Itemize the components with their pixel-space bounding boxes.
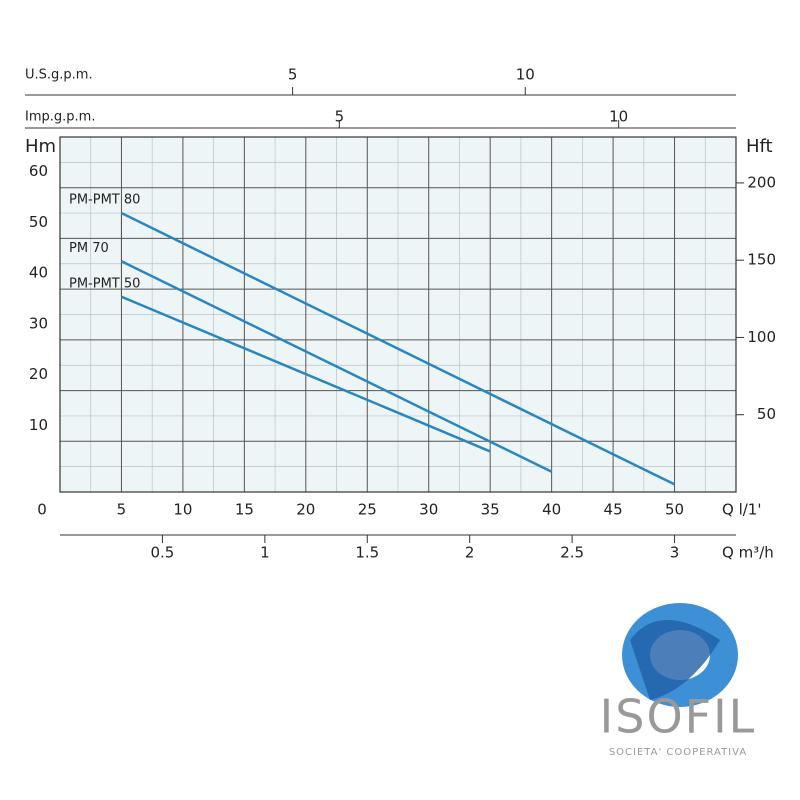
x-tick-label: 20: [296, 501, 315, 519]
extra-axis-tick-label: 5: [335, 108, 345, 126]
y-tick-label: 60: [29, 162, 48, 180]
series-label: PM 70: [69, 241, 109, 256]
y2-tick-label: 100: [747, 328, 776, 346]
extra-axis-tick-label: 0.5: [150, 544, 174, 562]
series-line: [120, 260, 553, 473]
y2-tick-label: 200: [747, 173, 776, 191]
series-label: PM-PMT 80: [69, 193, 140, 208]
logo: ISOFIL SOCIETA' COOPERATIVA: [600, 603, 757, 758]
extra-axis-tick-label: 10: [609, 108, 628, 126]
series-line: [120, 295, 491, 453]
x-axis-label: Q l/1': [722, 501, 761, 519]
x-tick-label: 0: [37, 501, 47, 519]
extra-axis-tick-label: 1: [260, 544, 270, 562]
logo-shape: [630, 620, 720, 700]
series-label: PM-PMT 50: [69, 276, 140, 291]
extra-axis-label: U.S.g.p.m.: [25, 68, 93, 83]
y2-axis-label: Hft: [746, 136, 773, 157]
x-tick-label: 35: [481, 501, 500, 519]
x-tick-label: 25: [358, 501, 377, 519]
y-tick-label: 20: [29, 365, 48, 383]
y-tick-label: 50: [29, 213, 48, 231]
x-tick-label: 15: [235, 501, 254, 519]
extra-axis-tick-label: 2: [465, 544, 475, 562]
extra-axis-tick-label: 5: [288, 66, 298, 84]
extra-axis-label: Imp.g.p.m.: [25, 110, 95, 125]
y2-tick-label: 150: [747, 251, 776, 269]
extra-axis-tick-label: 3: [670, 544, 680, 562]
x-tick-label: 5: [117, 501, 127, 519]
x-tick-label: 50: [665, 501, 684, 519]
extra-axis-tick-label: 2.5: [560, 544, 584, 562]
series-line: [120, 211, 676, 486]
logo-name: ISOFIL: [600, 690, 757, 744]
x-tick-label: 30: [419, 501, 438, 519]
x-tick-label: 10: [173, 501, 192, 519]
y2-tick-label: 50: [757, 405, 776, 423]
extra-axis-label: Q m³/h: [722, 544, 774, 562]
y-tick-label: 10: [29, 416, 48, 434]
x-tick-label: 45: [604, 501, 623, 519]
extra-axis-tick-label: 10: [516, 66, 535, 84]
x-tick-label: 40: [542, 501, 561, 519]
logo-tagline: SOCIETA' COOPERATIVA: [609, 747, 747, 758]
y-tick-label: 30: [29, 314, 48, 332]
extra-axis-tick-label: 1.5: [355, 544, 379, 562]
plot-frame: [59, 136, 737, 493]
y-tick-label: 40: [29, 264, 48, 282]
y-axis-label: Hm: [25, 136, 56, 157]
